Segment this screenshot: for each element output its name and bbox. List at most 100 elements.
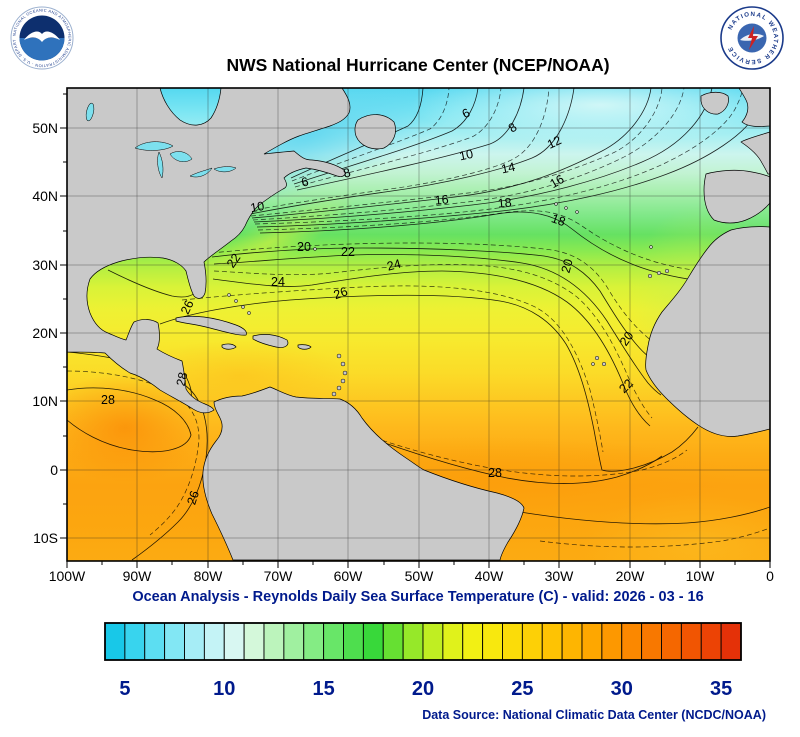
colorbar-tick-label: 35 (710, 678, 732, 700)
land-hispaniola (252, 334, 289, 348)
islands (227, 202, 670, 397)
lat-tick-label: 50N (32, 120, 58, 136)
colorbar-cell (462, 622, 484, 661)
colorbar-tick-labels: 5 10 15 20 25 30 35 (119, 678, 732, 700)
nws-lightning-icon (748, 26, 758, 50)
land-newfoundland (354, 114, 396, 150)
longitude-axis-labels: 100W 90W 80W 70W 60W 50W 40W 30W 20W 10W 0 (49, 568, 774, 584)
contour-label: 20 (559, 257, 576, 274)
colorbar-cell (303, 622, 325, 661)
colorbar-cell (541, 622, 563, 661)
contour-label: 22 (224, 251, 243, 270)
graticule (67, 88, 770, 561)
lakes (85, 102, 237, 179)
lon-tick-label: 30W (545, 568, 575, 584)
colorbar-tick-label: 20 (412, 678, 434, 700)
contour-label: 24 (385, 257, 402, 274)
colorbar-cell (502, 622, 523, 661)
lon-tick-label: 0 (766, 568, 774, 584)
contour-label: 24 (271, 275, 285, 289)
contour-label: 16 (434, 192, 449, 207)
colorbar-cell (482, 622, 503, 661)
contour-label: 26 (332, 284, 350, 302)
data-source-note: Data Source: National Climatic Data Cent… (422, 708, 766, 722)
lon-tick-label: 80W (194, 568, 224, 584)
lake-winnipeg (85, 102, 95, 122)
contour-label: 10 (458, 147, 475, 164)
lon-tick-label: 90W (123, 568, 153, 584)
contour-label: 28 (174, 371, 191, 388)
colorbar-cell (661, 622, 682, 661)
land-cuba (175, 315, 247, 336)
pale-north-overlay (410, 88, 770, 143)
land-puerto-rico (297, 344, 312, 350)
contour-label: 6 (300, 174, 310, 189)
lon-tick-label: 70W (264, 568, 294, 584)
colorbar-cell (243, 622, 265, 661)
colorbar-cell (323, 622, 344, 661)
nws-logo: NATIONAL WEATHER SERVICE (720, 6, 784, 70)
contour-label: 28 (488, 466, 502, 480)
colorbar-cell (700, 622, 722, 661)
gulf-stream-overlay (185, 193, 355, 291)
land-africa (645, 226, 770, 437)
lon-tick-label: 10W (686, 568, 716, 584)
colorbar-tick-label: 10 (213, 678, 235, 700)
colorbar-cell (680, 622, 702, 661)
contours-dashed (67, 88, 770, 548)
lat-tick-label: 0 (50, 462, 58, 478)
colorbar-cell (184, 622, 205, 661)
land-france (740, 131, 770, 175)
noaa-logo: NATIONAL OCEANIC AND ATMOSPHERIC ADMINIS… (0, 0, 74, 70)
land-south-america (202, 386, 525, 561)
lat-tick-label: 10S (33, 530, 58, 546)
land-north-america (67, 88, 351, 414)
contour-label: 20 (617, 329, 636, 348)
lat-tick-label: 10N (32, 393, 58, 409)
contour-label: 26 (184, 489, 202, 507)
colorbar-cell (223, 622, 245, 661)
lake-ontario (213, 166, 237, 173)
contour-label: 22 (341, 245, 355, 259)
colorbar-cell (442, 622, 464, 661)
colorbar-cell (362, 622, 384, 661)
land (67, 88, 770, 561)
lake-huron (169, 151, 193, 162)
map-plot: 50N 40N 30N 20N 10N 0 10S 100W 90W 80W 70W 60W 50W 4… (32, 87, 774, 584)
contour-label: 8 (342, 165, 352, 180)
page-title: NWS National Hurricane Center (NCEP/NOAA… (226, 55, 609, 75)
colorbar-tick-label: 15 (313, 678, 335, 700)
contour-label: 20 (297, 240, 311, 254)
lake-erie (189, 167, 213, 178)
contour-label: 12 (545, 133, 564, 152)
colorbar-cell (382, 622, 404, 661)
colorbar-cell (144, 622, 166, 661)
land-jamaica (221, 343, 237, 350)
colorbar-cell (521, 622, 543, 661)
colorbar-cell (104, 622, 126, 661)
south-atlantic-overlay (580, 495, 770, 561)
contour-label: 26 (178, 298, 197, 317)
latitude-axis-labels: 50N 40N 30N 20N 10N 0 10S (32, 120, 58, 546)
colorbar (104, 622, 742, 661)
contour-label: 18 (549, 211, 567, 229)
lon-tick-label: 60W (334, 568, 364, 584)
land-britain (738, 88, 770, 127)
colorbar-cell (164, 622, 185, 661)
contour-label: 14 (500, 160, 517, 177)
colorbar-cell (720, 622, 742, 661)
axis-ticks (60, 93, 771, 568)
colorbar-cell (581, 622, 603, 661)
lat-tick-label: 30N (32, 257, 58, 273)
colorbar-cell (601, 622, 623, 661)
contour-label: 28 (101, 393, 115, 407)
contour-label: 18 (497, 195, 512, 210)
lon-tick-label: 100W (49, 568, 86, 584)
lat-tick-label: 20N (32, 325, 58, 341)
colorbar-cell (203, 622, 225, 661)
colorbar-cell (263, 622, 285, 661)
lon-tick-label: 50W (405, 568, 435, 584)
colorbar-cell (641, 622, 662, 661)
lon-tick-label: 20W (616, 568, 646, 584)
